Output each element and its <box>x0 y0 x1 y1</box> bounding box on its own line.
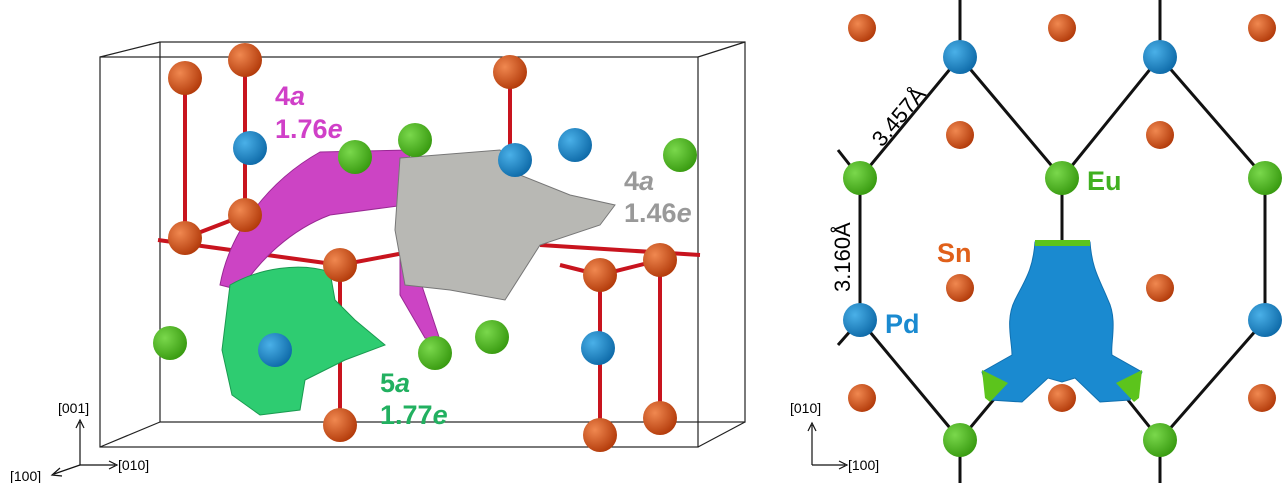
axis-label: [001] <box>58 400 89 416</box>
charge: 1.46 <box>624 198 677 228</box>
sn-atom <box>1248 14 1276 42</box>
charge-label: 1.76e <box>275 114 343 144</box>
pd-atom <box>581 331 615 365</box>
pd-atom <box>843 303 877 337</box>
sn-atom <box>168 221 202 255</box>
sn-atom <box>168 61 202 95</box>
charge: 1.77 <box>380 400 433 430</box>
sn-atom <box>583 258 617 292</box>
right-panel: 3.457Å 3.160Å Eu Sn Pd [010] [100] <box>790 0 1282 483</box>
charge: 1.76 <box>275 114 328 144</box>
sn-atom <box>493 55 527 89</box>
element-label: Pd <box>885 309 920 339</box>
sn-atom <box>946 274 974 302</box>
sn-atom <box>228 43 262 77</box>
eu-atom <box>843 161 877 195</box>
isosurface-edge <box>982 240 1142 402</box>
charge-unit: e <box>677 198 692 228</box>
charge-unit: e <box>433 400 448 430</box>
axis-label: [010] <box>118 457 149 473</box>
charge-label: 1.46e <box>624 198 692 228</box>
eu-atom <box>663 138 697 172</box>
eu-atom <box>398 123 432 157</box>
isosurfaces <box>219 149 616 416</box>
eu-atom <box>1248 161 1282 195</box>
sn-atom <box>583 418 617 452</box>
site-letter: a <box>395 368 410 398</box>
charge-label: 1.77e <box>380 400 448 430</box>
site-letter: a <box>290 81 305 111</box>
pd-atom <box>258 333 292 367</box>
element-label: Sn <box>937 238 972 268</box>
eu-atom <box>1143 423 1177 457</box>
unit-cell <box>99 41 746 448</box>
axis-label: [100] <box>848 457 879 473</box>
pd-atom <box>943 40 977 74</box>
eu-atom <box>1045 161 1079 195</box>
site-label: 5a <box>380 368 410 398</box>
sn-atom <box>323 408 357 442</box>
atoms <box>843 14 1282 457</box>
sn-atom <box>1048 14 1076 42</box>
sn-atom <box>1146 121 1174 149</box>
pd-atom <box>1248 303 1282 337</box>
site-label: 4a <box>624 166 654 196</box>
sn-atom <box>643 243 677 277</box>
sn-atom <box>848 384 876 412</box>
axis-indicator <box>807 421 849 470</box>
eu-atom <box>475 320 509 354</box>
sn-atom <box>1048 384 1076 412</box>
left-panel: 4a 1.76e 4a 1.46e 5a 1.77e [001] [100] [… <box>10 41 746 483</box>
axis-indicator <box>50 418 119 477</box>
sn-atom <box>1146 274 1174 302</box>
eu-atom <box>153 326 187 360</box>
axis-label: [010] <box>790 400 821 416</box>
site-number: 4 <box>624 166 639 196</box>
axis-label: [100] <box>10 468 41 483</box>
site-number: 5 <box>380 368 395 398</box>
pd-atom <box>233 131 267 165</box>
isosurface-blue <box>981 241 1143 403</box>
eu-atom <box>338 140 372 174</box>
site-number: 4 <box>275 81 290 111</box>
element-label: Eu <box>1087 166 1122 196</box>
sn-atom <box>848 14 876 42</box>
sn-atom <box>1248 384 1276 412</box>
sn-atom <box>643 401 677 435</box>
atoms <box>153 43 697 452</box>
network <box>836 0 1267 483</box>
eu-atom <box>943 423 977 457</box>
sn-atom <box>946 121 974 149</box>
pd-atom <box>498 143 532 177</box>
sn-atom <box>228 198 262 232</box>
pd-atom <box>1143 40 1177 74</box>
distance-label: 3.160Å <box>830 222 855 292</box>
site-label: 4a <box>275 81 305 111</box>
distance-label: 3.457Å <box>867 81 931 151</box>
isosurface-5a-green <box>221 266 386 416</box>
pd-atom <box>558 128 592 162</box>
eu-atom <box>418 336 452 370</box>
sn-atom <box>323 248 357 282</box>
charge-unit: e <box>328 114 343 144</box>
site-letter: a <box>639 166 654 196</box>
